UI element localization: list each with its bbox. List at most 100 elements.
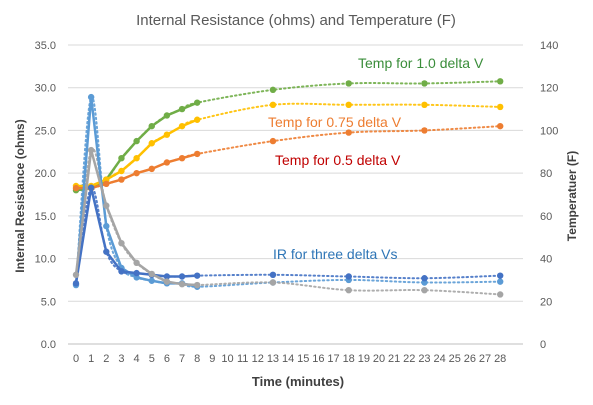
x-tick-label: 12 [252, 353, 264, 365]
point-series-1 [345, 101, 352, 109]
x-tick-label: 15 [297, 353, 309, 365]
point-series-2 [421, 127, 428, 134]
y-axis-right: 0 20 40 60 80 100 120 140 [540, 40, 558, 351]
point-series-2 [72, 184, 80, 192]
y-tick-right-label: 80 [540, 168, 552, 180]
point-series-0 [148, 122, 155, 130]
point-series-4 [421, 275, 428, 282]
point-series-5 [421, 286, 428, 294]
y-tick-right-label: 140 [540, 40, 558, 52]
y-tick-left-label: 30.0 [35, 83, 56, 95]
x-tick-label: 6 [164, 353, 170, 365]
point-series-1 [133, 154, 140, 162]
point-series-0 [163, 112, 171, 119]
x-tick-label: 21 [388, 353, 400, 365]
point-series-2 [133, 169, 140, 177]
point-series-0 [269, 86, 277, 94]
point-series-1 [118, 167, 125, 175]
point-series-5 [269, 279, 277, 286]
x-axis: 0 1 2 3 4 5 6 7 8 9 10 11 12 13 14 15 16 17 18 19 20 21 22 23 24… [73, 353, 506, 365]
point-series-4 [178, 273, 186, 280]
point-series-5 [345, 286, 352, 294]
x-tick-label: 26 [464, 353, 476, 365]
point-series-2 [345, 129, 352, 136]
point-series-5 [72, 271, 80, 279]
point-series-0 [118, 154, 125, 162]
x-tick-label: 7 [179, 353, 185, 365]
point-series-4 [163, 273, 171, 280]
point-series-4 [194, 272, 201, 279]
x-tick-label: 25 [449, 353, 461, 365]
x-tick-label: 13 [267, 353, 279, 365]
point-series-0 [421, 80, 428, 87]
y-tick-right-label: 100 [540, 125, 558, 137]
y-tick-left-label: 5.0 [41, 296, 56, 308]
x-tick-label: 16 [312, 353, 324, 365]
point-series-5 [194, 281, 201, 289]
point-series-2 [148, 165, 155, 173]
point-series-4 [72, 280, 80, 287]
x-tick-label: 23 [418, 353, 430, 365]
point-series-2 [178, 154, 186, 162]
point-series-1 [497, 103, 504, 111]
point-series-1 [178, 122, 186, 130]
point-series-0 [345, 80, 352, 87]
annotation-temp-0-75: Temp for 0.75 delta V [268, 114, 402, 130]
point-series-2 [497, 122, 504, 130]
x-tick-label: 18 [343, 353, 355, 365]
x-tick-label: 2 [103, 353, 109, 365]
point-series-1 [163, 131, 171, 138]
point-series-5 [87, 146, 95, 154]
y-tick-left-label: 0.0 [41, 339, 56, 351]
point-series-2 [269, 137, 277, 145]
x-tick-label: 8 [194, 353, 200, 365]
y-axis-right-title: Temperatuer (F) [565, 151, 579, 241]
y-tick-right-label: 120 [540, 83, 558, 95]
y-tick-right-label: 0 [540, 339, 546, 351]
x-tick-label: 27 [479, 353, 491, 365]
point-series-1 [269, 101, 277, 109]
x-tick-label: 22 [403, 353, 415, 365]
y-axis-left: 0.0 5.0 10.0 15.0 20.0 25.0 30.0 35.0 [35, 40, 56, 351]
x-tick-label: 10 [221, 353, 233, 365]
x-tick-label: 28 [494, 353, 506, 365]
point-series-0 [497, 78, 504, 85]
trendline-series-4 [75, 186, 502, 285]
point-series-0 [194, 99, 201, 106]
annotation-temp-1-0: Temp for 1.0 delta V [358, 55, 484, 71]
y-tick-right-label: 60 [540, 211, 552, 223]
x-tick-label: 0 [73, 353, 79, 365]
x-tick-label: 20 [373, 353, 385, 365]
x-tick-label: 9 [209, 353, 215, 365]
x-tick-label: 4 [134, 353, 140, 365]
point-series-1 [148, 140, 155, 147]
point-series-1 [194, 116, 201, 123]
y-tick-left-label: 15.0 [35, 211, 56, 223]
point-series-4 [87, 184, 95, 191]
x-tick-label: 3 [118, 353, 124, 365]
y-axis-left-title: Internal Resistance (ohms) [13, 119, 27, 272]
point-series-4 [103, 248, 110, 255]
series-lines [72, 78, 504, 298]
y-tick-right-label: 40 [540, 254, 552, 266]
point-series-5 [118, 239, 125, 247]
y-tick-left-label: 25.0 [35, 125, 56, 137]
point-series-3 [148, 277, 155, 284]
point-series-5 [163, 278, 171, 285]
point-series-4 [118, 268, 125, 275]
point-series-5 [497, 291, 504, 298]
x-tick-label: 1 [88, 353, 94, 365]
x-tick-label: 17 [327, 353, 339, 365]
y-tick-right-label: 20 [540, 296, 552, 308]
point-series-3 [497, 278, 504, 285]
x-tick-label: 11 [237, 353, 248, 365]
point-series-4 [269, 271, 277, 279]
point-series-0 [178, 105, 186, 113]
y-tick-left-label: 20.0 [35, 168, 56, 180]
y-tick-left-label: 10.0 [35, 254, 56, 266]
annotation-temp-0-5: Temp for 0.5 delta V [275, 152, 401, 168]
line-series-4 [74, 186, 198, 284]
point-series-4 [497, 272, 504, 279]
point-series-0 [133, 137, 140, 145]
